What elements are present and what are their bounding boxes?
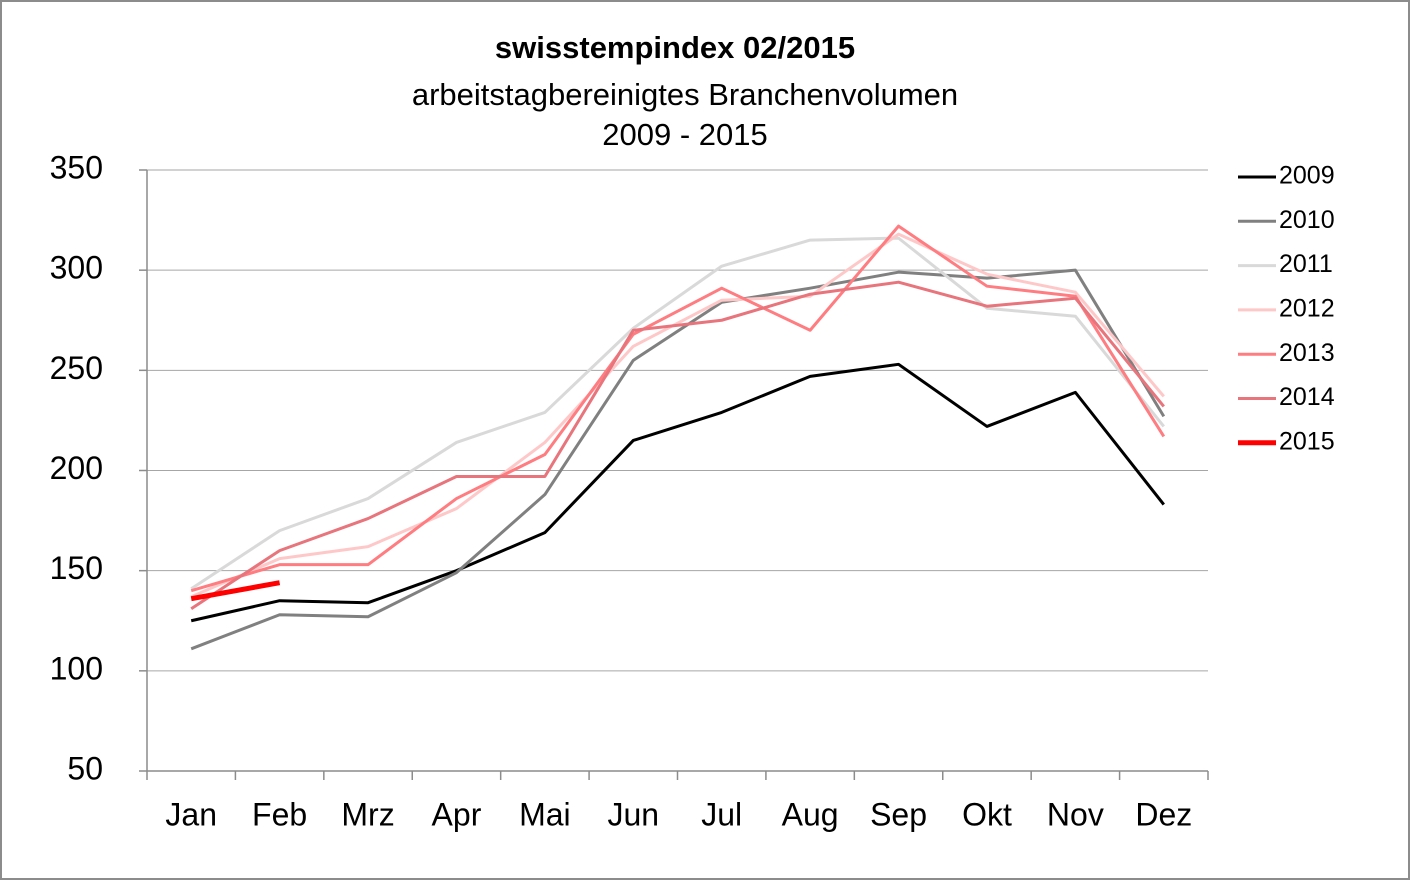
- y-tick-label: 350: [50, 149, 103, 185]
- series-line: [190, 224, 1166, 593]
- x-tick-label: Jul: [701, 796, 742, 832]
- x-tick-label: Dez: [1135, 796, 1192, 832]
- x-tick-label: Mrz: [341, 796, 394, 832]
- series-line: [190, 232, 1165, 599]
- series-line: [190, 362, 1165, 623]
- x-tick-label: Jun: [607, 796, 659, 832]
- legend-label: 2015: [1279, 427, 1335, 455]
- legend-label: 2010: [1279, 206, 1335, 234]
- chart-period: 2009 - 2015: [602, 117, 767, 152]
- legend-label: 2012: [1279, 295, 1335, 323]
- series-line: [190, 280, 1165, 610]
- x-tick-label: Sep: [870, 796, 927, 832]
- chart-subtitle: arbeitstagbereinigtes Branchenvolumen: [412, 77, 958, 112]
- x-tick-label: Apr: [432, 796, 482, 832]
- series-line: [190, 236, 1165, 590]
- y-tick-label: 50: [67, 750, 103, 786]
- y-tick-label: 150: [50, 550, 103, 586]
- x-tick-label: Jan: [165, 796, 217, 832]
- y-tick-label: 250: [50, 350, 103, 386]
- legend-label: 2013: [1279, 339, 1335, 367]
- y-tick-label: 300: [50, 250, 103, 286]
- y-tick-label: 100: [50, 650, 103, 686]
- chart-title: swisstempindex 02/2015: [495, 30, 855, 65]
- y-tick-label: 200: [50, 450, 103, 486]
- x-tick-label: Aug: [782, 796, 839, 832]
- x-tick-label: Mai: [519, 796, 571, 832]
- legend-label: 2014: [1279, 383, 1335, 411]
- x-tick-label: Feb: [252, 796, 307, 832]
- legend-label: 2011: [1279, 250, 1333, 278]
- legend-label: 2009: [1279, 162, 1335, 190]
- x-tick-label: Nov: [1047, 796, 1104, 832]
- x-tick-label: Okt: [962, 796, 1012, 832]
- series-line: [190, 580, 281, 602]
